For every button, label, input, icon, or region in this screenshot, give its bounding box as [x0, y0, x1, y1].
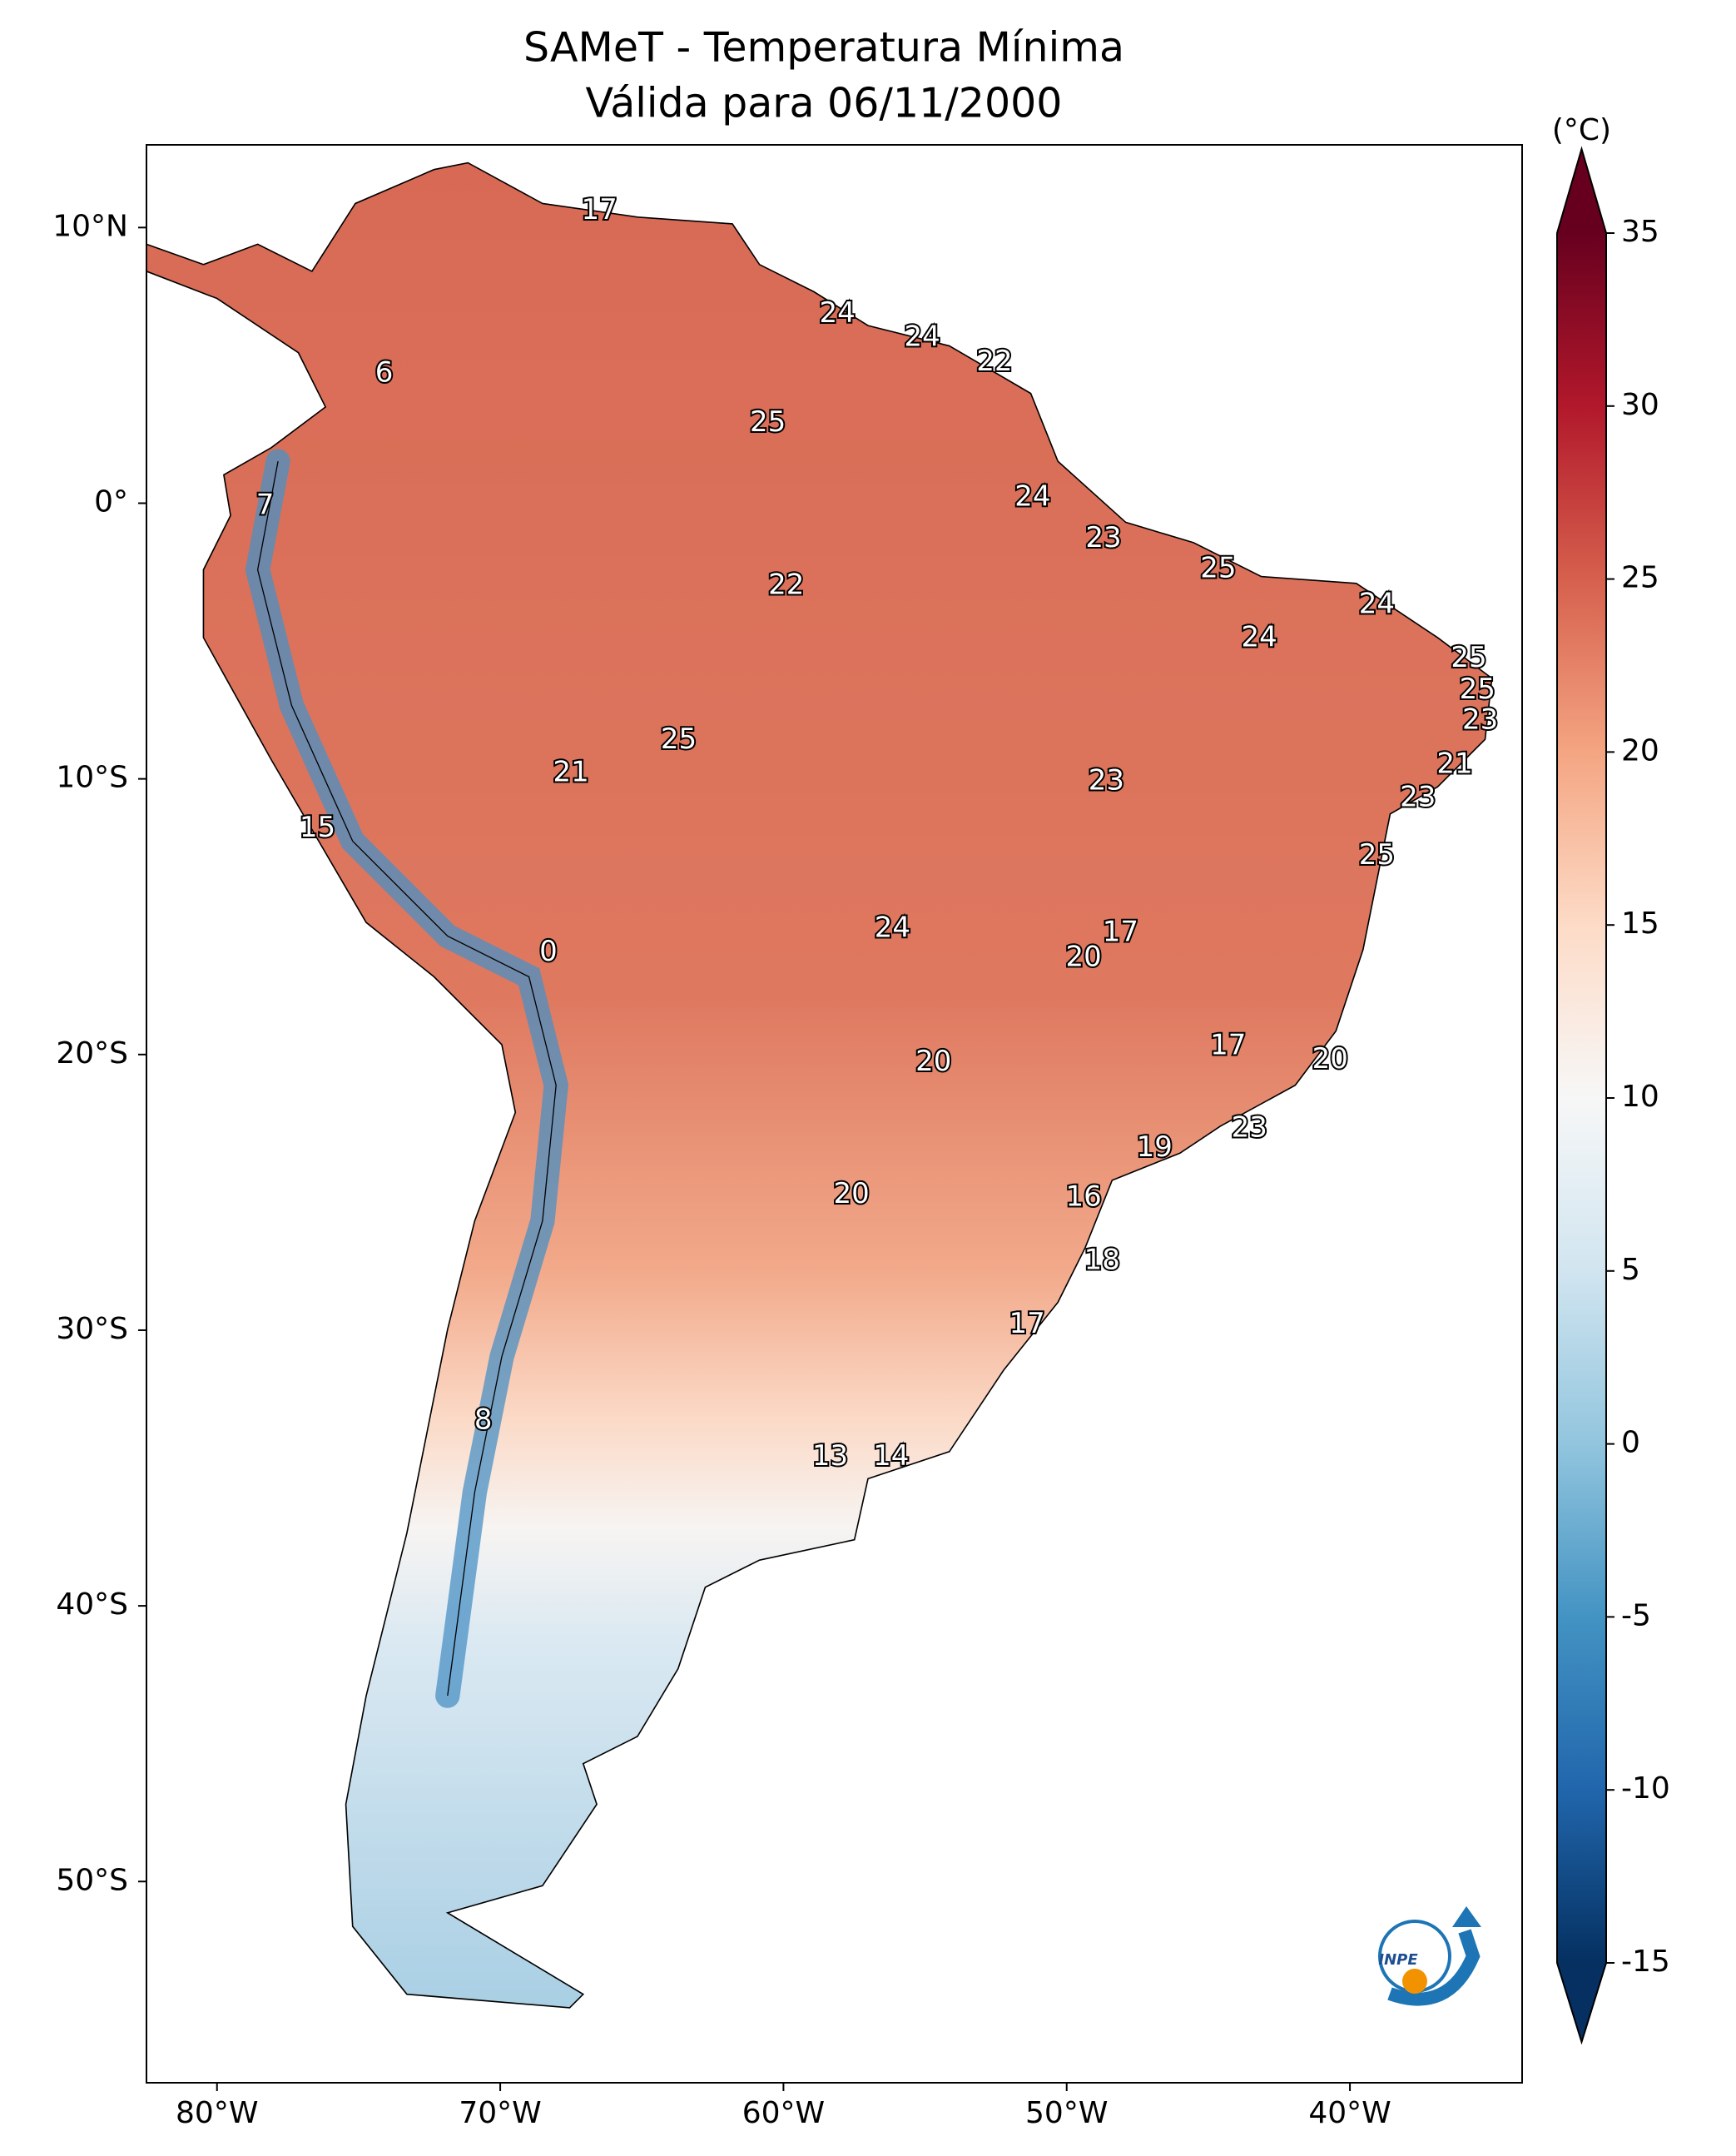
- colorbar-tick-label: 20: [1621, 733, 1659, 768]
- colorbar-tick-label: -10: [1621, 1771, 1670, 1806]
- y-tick-label: 50°S: [56, 1863, 128, 1897]
- colorbar-tick-label: 5: [1621, 1253, 1640, 1287]
- colorbar-extend-top: [1557, 149, 1606, 233]
- map-frame: [146, 144, 1523, 2084]
- temperature-label: 15: [300, 811, 335, 844]
- temperature-label: 25: [1451, 641, 1486, 674]
- temperature-label: 23: [1400, 780, 1436, 813]
- x-tick-label: 40°W: [1308, 2096, 1391, 2130]
- temperature-label: 7: [256, 488, 275, 521]
- y-tick-label: 20°S: [56, 1036, 128, 1071]
- temperature-label: 25: [1200, 551, 1236, 584]
- temperature-label: 20: [833, 1177, 869, 1210]
- temperature-label: 24: [905, 320, 940, 353]
- temperature-label: 23: [1462, 703, 1498, 737]
- colorbar-tick-label: -15: [1621, 1945, 1670, 1979]
- temperature-label: 8: [474, 1403, 493, 1437]
- x-tick-label: 70°W: [459, 2096, 541, 2130]
- subtitle: Válida para 06/11/2000: [586, 80, 1063, 127]
- x-tick-label: 80°W: [176, 2096, 258, 2130]
- y-tick-label: 10°S: [56, 761, 128, 795]
- colorbar-unit: (°C): [1552, 113, 1611, 147]
- temperature-label: 25: [1359, 838, 1395, 872]
- colorbar: [1557, 233, 1606, 1963]
- temperature-label: 22: [768, 568, 804, 601]
- temperature-label: 24: [1242, 620, 1277, 653]
- temperature-label: 23: [1085, 521, 1121, 554]
- temperature-label: 6: [375, 355, 394, 389]
- logo: INPE: [1378, 1906, 1481, 2006]
- temperature-label: 25: [661, 723, 697, 756]
- temperature-label: 0: [539, 935, 558, 968]
- temperature-label: 24: [819, 296, 855, 330]
- colorbar-tick-label: 35: [1621, 215, 1659, 249]
- temperature-label: 18: [1084, 1244, 1120, 1277]
- y-tick-label: 40°S: [56, 1587, 128, 1622]
- temperature-label: 25: [1460, 673, 1495, 706]
- temperature-label: 17: [1103, 916, 1138, 949]
- colorbar-tick-label: 10: [1621, 1080, 1659, 1114]
- colorbar-extend-bottom: [1557, 1963, 1606, 2042]
- temperature-label: 16: [1066, 1180, 1102, 1214]
- colorbar-tick-label: 0: [1621, 1426, 1640, 1460]
- temperature-label: 24: [1014, 479, 1050, 513]
- logo-text: INPE: [1378, 1951, 1418, 1969]
- temperature-label: 21: [1436, 748, 1472, 781]
- x-tick-label: 50°W: [1025, 2096, 1108, 2130]
- colorbar-tick-label: 30: [1621, 388, 1659, 422]
- temperature-label: 13: [812, 1439, 848, 1473]
- temperature-label: 20: [1066, 940, 1102, 973]
- temperature-label: 25: [750, 405, 786, 439]
- temperature-label: 23: [1089, 763, 1124, 797]
- temperature-label: 17: [1210, 1028, 1246, 1061]
- temperature-label: 20: [1312, 1042, 1348, 1076]
- temperature-label: 21: [553, 756, 589, 789]
- temperature-label: 22: [976, 345, 1012, 378]
- temperature-label: 14: [873, 1439, 909, 1473]
- temperature-label: 23: [1232, 1111, 1267, 1145]
- colorbar-tick-label: 25: [1621, 561, 1659, 595]
- temperature-label: 17: [1009, 1307, 1044, 1340]
- temperature-label: 24: [1359, 588, 1395, 621]
- temperature-label: 24: [875, 912, 910, 945]
- colorbar-tick-label: 15: [1621, 907, 1659, 941]
- continent: [146, 161, 1493, 2009]
- y-tick-label: 30°S: [56, 1312, 128, 1346]
- temperature-label: 19: [1137, 1130, 1173, 1164]
- temperature-label: 20: [915, 1045, 951, 1078]
- y-tick-label: 10°N: [52, 209, 128, 243]
- title: SAMeT - Temperatura Mínima: [523, 24, 1124, 72]
- temperature-label: 17: [582, 193, 618, 226]
- colorbar-tick-label: -5: [1621, 1598, 1651, 1632]
- y-tick-label: 0°: [94, 484, 128, 519]
- x-tick-label: 60°W: [742, 2096, 825, 2130]
